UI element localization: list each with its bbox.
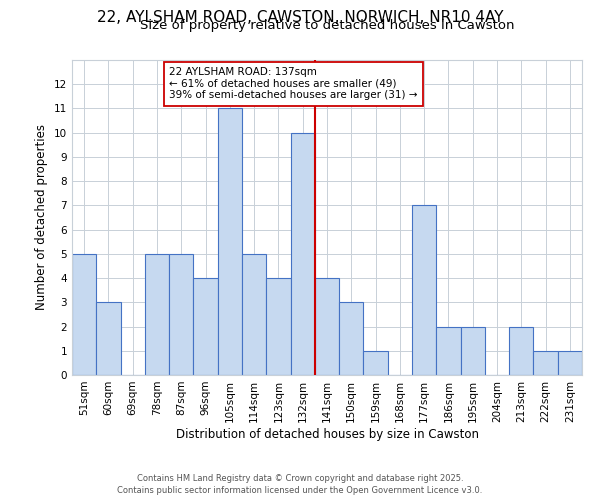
Text: Contains HM Land Registry data © Crown copyright and database right 2025.
Contai: Contains HM Land Registry data © Crown c…: [118, 474, 482, 495]
Bar: [315, 278, 339, 375]
Bar: [145, 254, 169, 375]
Bar: [96, 302, 121, 375]
Bar: [290, 132, 315, 375]
Bar: [436, 326, 461, 375]
Bar: [533, 351, 558, 375]
Bar: [193, 278, 218, 375]
Bar: [412, 206, 436, 375]
Text: 22 AYLSHAM ROAD: 137sqm
← 61% of detached houses are smaller (49)
39% of semi-de: 22 AYLSHAM ROAD: 137sqm ← 61% of detache…: [169, 68, 418, 100]
Bar: [242, 254, 266, 375]
Y-axis label: Number of detached properties: Number of detached properties: [35, 124, 49, 310]
Text: 22, AYLSHAM ROAD, CAWSTON, NORWICH, NR10 4AY: 22, AYLSHAM ROAD, CAWSTON, NORWICH, NR10…: [97, 10, 503, 25]
Bar: [558, 351, 582, 375]
X-axis label: Distribution of detached houses by size in Cawston: Distribution of detached houses by size …: [176, 428, 479, 440]
Bar: [339, 302, 364, 375]
Bar: [169, 254, 193, 375]
Bar: [72, 254, 96, 375]
Title: Size of property relative to detached houses in Cawston: Size of property relative to detached ho…: [140, 20, 514, 32]
Bar: [218, 108, 242, 375]
Bar: [364, 351, 388, 375]
Bar: [266, 278, 290, 375]
Bar: [461, 326, 485, 375]
Bar: [509, 326, 533, 375]
